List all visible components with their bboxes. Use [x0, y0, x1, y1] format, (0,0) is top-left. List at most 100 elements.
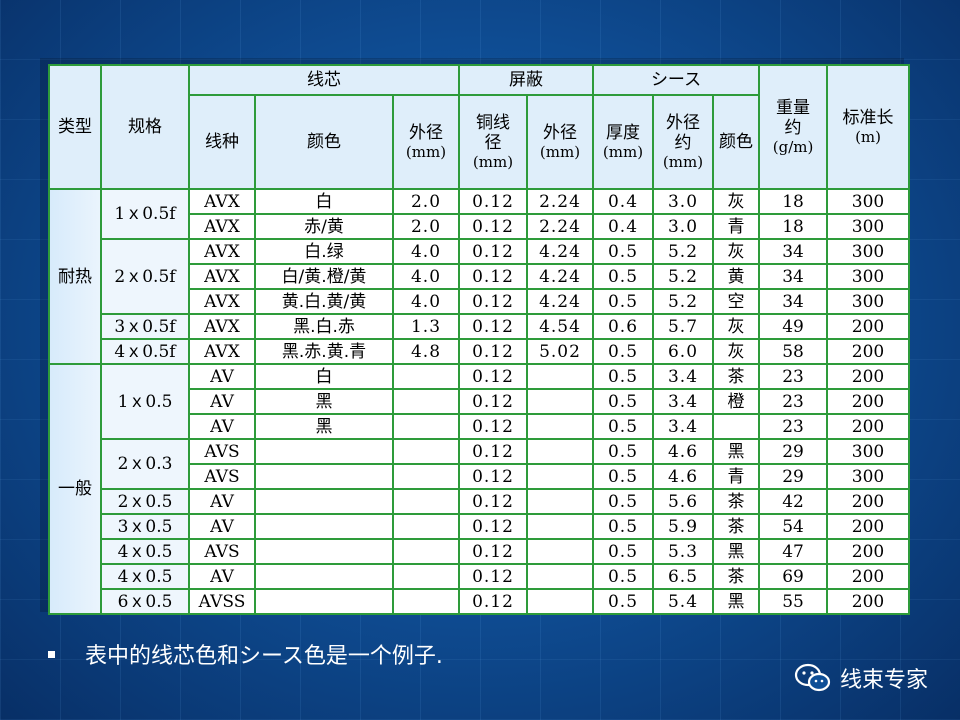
- table-row: 2ｘ0.3 AVS 0.12 0.5 4.6 黑 29 300: [49, 438, 911, 490]
- weight-cell: 69: [758, 563, 829, 590]
- sheath-thick-cell: 0.5: [592, 363, 654, 390]
- spec-cell: 2ｘ0.3: [100, 438, 190, 490]
- core-color-cell: [254, 563, 394, 590]
- shield-od-cell: 2.24: [526, 188, 594, 215]
- weight-cell: 18: [758, 188, 829, 215]
- core-od-cell: [392, 488, 460, 515]
- core-kind-cell: AVX: [188, 213, 256, 240]
- shield-od-cell: 4.24: [526, 263, 594, 290]
- header-core-kind: 线种: [188, 94, 256, 190]
- shield-cu-cell: 0.12: [458, 338, 528, 365]
- core-color-cell: 黄.白.黄/黄: [254, 288, 394, 315]
- shield-cu-cell: 0.12: [458, 213, 528, 240]
- weight-cell: 49: [758, 313, 829, 340]
- shield-od-cell: [526, 388, 594, 415]
- length-cell: 300: [826, 288, 911, 315]
- header-shield-od-label: 外径: [543, 122, 577, 143]
- core-color-cell: [254, 588, 394, 615]
- header-core-od-label: 外径: [409, 122, 443, 143]
- sheath-od-cell: 5.3: [652, 538, 714, 565]
- sheath-color-cell: 橙: [711, 388, 761, 415]
- length-cell: 200: [826, 588, 911, 615]
- core-od-cell: [392, 388, 460, 415]
- sheath-color-cell: 灰: [711, 313, 761, 340]
- table-row: 3ｘ0.5f AVX 黑.白.赤 1.3 0.12 4.54 0.6 5.7 灰…: [49, 313, 911, 340]
- sheath-od-cell: 4.6: [652, 463, 714, 490]
- length-cell: 300: [826, 263, 911, 290]
- header-shield-od: 外径 (mm): [526, 94, 594, 190]
- core-kind-cell: AV: [188, 563, 256, 590]
- header-core-od: 外径 (mm): [392, 94, 460, 190]
- header-sheath-od-label: 外径约: [666, 112, 700, 153]
- sheath-thick-cell: 0.5: [592, 388, 654, 415]
- core-color-cell: [254, 513, 394, 540]
- core-kind-cell: AV: [188, 388, 256, 415]
- sheath-od-cell: 6.5: [652, 563, 714, 590]
- spec-cell: 1ｘ0.5f: [100, 188, 190, 240]
- spec-cell: 4ｘ0.5: [100, 538, 190, 565]
- header-sheath-od: 外径约 (mm): [652, 94, 714, 190]
- sheath-thick-cell: 0.5: [592, 463, 654, 490]
- sheath-od-cell: 5.9: [652, 513, 714, 540]
- sheath-thick-cell: 0.5: [592, 238, 654, 265]
- weight-cell: 34: [758, 263, 829, 290]
- core-kind-cell: AVX: [188, 238, 256, 265]
- shield-od-cell: [526, 513, 594, 540]
- table-row: 4ｘ0.5 AVS 0.12 0.5 5.3 黑 47 200: [49, 538, 911, 565]
- sheath-od-cell: 5.2: [652, 263, 714, 290]
- table-row: AV 黑 0.12 0.5 3.4 23 200: [49, 413, 911, 440]
- core-od-cell: 4.8: [392, 338, 460, 365]
- shield-cu-cell: 0.12: [458, 388, 528, 415]
- table-row: 4ｘ0.5 AV 0.12 0.5 6.5 茶 69 200: [49, 563, 911, 590]
- sheath-thick-cell: 0.6: [592, 313, 654, 340]
- shield-cu-cell: 0.12: [458, 313, 528, 340]
- length-cell: 200: [826, 488, 911, 515]
- spec-cell: 1ｘ0.5: [100, 363, 190, 440]
- sheath-od-cell: 3.4: [652, 413, 714, 440]
- header-weight-unit: (g/m): [772, 138, 814, 157]
- sheath-color-cell: 青: [711, 213, 761, 240]
- shield-cu-cell: 0.12: [458, 188, 528, 215]
- sheath-od-cell: 5.2: [652, 288, 714, 315]
- weight-cell: 54: [758, 513, 829, 540]
- core-kind-cell: AV: [188, 513, 256, 540]
- shield-cu-cell: 0.12: [458, 263, 528, 290]
- sheath-thick-cell: 0.5: [592, 338, 654, 365]
- shield-od-cell: 4.24: [526, 288, 594, 315]
- shield-cu-cell: 0.12: [458, 563, 528, 590]
- weight-cell: 18: [758, 213, 829, 240]
- footnote-text: 表中的线芯色和シース色是一个例子.: [85, 644, 443, 669]
- sheath-thick-cell: 0.5: [592, 563, 654, 590]
- length-cell: 200: [826, 538, 911, 565]
- shield-cu-cell: 0.12: [458, 238, 528, 265]
- core-od-cell: [392, 463, 460, 490]
- length-cell: 200: [826, 563, 911, 590]
- shield-cu-cell: 0.12: [458, 513, 528, 540]
- header-core-color: 颜色: [254, 94, 394, 190]
- header-shield-od-unit: (mm): [539, 143, 581, 162]
- sheath-thick-cell: 0.5: [592, 413, 654, 440]
- core-color-cell: [254, 463, 394, 490]
- sheath-color-cell: 茶: [711, 488, 761, 515]
- header-std-length-unit: (m): [855, 128, 881, 147]
- header-spec: 规格: [100, 64, 190, 190]
- sheath-color-cell: 茶: [711, 363, 761, 390]
- weight-cell: 55: [758, 588, 829, 615]
- core-color-cell: 白: [254, 363, 394, 390]
- core-color-cell: 白.绿: [254, 238, 394, 265]
- core-od-cell: [392, 513, 460, 540]
- sheath-od-cell: 3.0: [652, 213, 714, 240]
- shield-cu-cell: 0.12: [458, 288, 528, 315]
- weight-cell: 23: [758, 388, 829, 415]
- core-kind-cell: AVX: [188, 188, 256, 215]
- bullet-icon: [48, 650, 55, 658]
- spec-cell: 4ｘ0.5f: [100, 338, 190, 365]
- header-std-length-label: 标准长: [842, 107, 894, 128]
- core-kind-cell: AV: [188, 363, 256, 390]
- core-kind-cell: AVS: [188, 438, 256, 465]
- length-cell: 200: [826, 513, 911, 540]
- length-cell: 300: [826, 188, 911, 215]
- header-sheath-group: シース: [591, 64, 761, 96]
- sheath-od-cell: 3.0: [652, 188, 714, 215]
- core-color-cell: 黑: [254, 388, 394, 415]
